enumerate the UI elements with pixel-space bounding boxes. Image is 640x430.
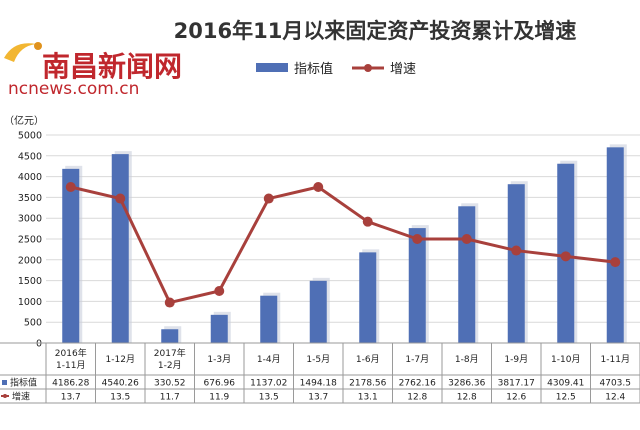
bar [161, 329, 179, 343]
table-bar-value: 3286.36 [448, 379, 485, 389]
x-category-label: 1-8月 [455, 354, 479, 365]
growth-point [461, 234, 472, 244]
x-category-label: 1-11月 [601, 354, 630, 365]
x-category-label: 2017年 [154, 347, 186, 359]
y-tick-label: 3000 [18, 214, 42, 225]
legend-line-marker [364, 64, 372, 72]
table-line-value: 12.6 [506, 393, 526, 403]
x-category-label: 1-7月 [405, 354, 429, 365]
y-tick-label: 4000 [18, 172, 42, 183]
growth-point [362, 216, 373, 227]
y-tick-label: 4500 [18, 151, 42, 162]
bar [359, 252, 377, 343]
x-category-label: 1-9月 [504, 354, 528, 365]
growth-line [70, 185, 616, 305]
table-row-label-line: 增速 [12, 391, 30, 403]
bar-shadows [65, 144, 627, 343]
x-category-label: 2016年 [55, 347, 87, 359]
table-bar-value: 2178.56 [349, 379, 386, 389]
x-category-label: 1-4月 [257, 354, 281, 365]
growth-point [65, 182, 76, 192]
logo-text: 南昌新闻网 [42, 50, 182, 83]
legend: 指标值 增速 [256, 61, 416, 77]
x-category-label: 1-12月 [106, 354, 135, 365]
chart-title: 2016年11月以来固定资产投资累计及增速 [174, 19, 577, 43]
table-bar-value: 330.52 [154, 379, 186, 389]
growth-point [560, 251, 571, 262]
table-line-value: 11.9 [209, 393, 229, 403]
x-category-label: 1-10月 [551, 354, 580, 365]
bars [62, 147, 624, 343]
y-tick-label: 2500 [18, 235, 42, 246]
bar [111, 154, 129, 343]
table-bar-value: 2762.16 [399, 379, 436, 389]
legend-bar-label: 指标值 [294, 61, 333, 77]
y-tick-label: 500 [24, 318, 42, 329]
bar [62, 168, 80, 343]
growth-point [263, 193, 274, 204]
table-line-value: 11.7 [160, 393, 180, 403]
y-tick-label: 2000 [18, 255, 42, 266]
table-bar-value: 3817.17 [498, 379, 535, 389]
legend-line-label: 增速 [390, 62, 416, 77]
growth-point [214, 286, 225, 296]
growth-point [164, 297, 175, 308]
growth-point [511, 245, 522, 256]
gridlines [46, 134, 640, 344]
y-tick-label: 1500 [18, 276, 42, 287]
legend-bar-swatch [256, 63, 288, 72]
table-bar-value: 4186.28 [52, 379, 89, 389]
bar [309, 280, 327, 343]
growth-point [412, 234, 423, 244]
table-line-value: 12.5 [556, 393, 576, 403]
bar [507, 184, 525, 343]
table-line-value: 12.4 [605, 393, 625, 403]
table-line-value: 12.8 [457, 393, 477, 403]
bar [458, 206, 476, 343]
logo: 南昌新闻网 ncnews.com.cn [4, 42, 182, 99]
y-tick-label: 0 [36, 339, 42, 350]
bar [606, 147, 624, 343]
table-line-value: 13.1 [358, 393, 378, 403]
growth-line-series [65, 182, 621, 308]
bar [408, 228, 426, 343]
y-tick-labels: 0 500 1000 1500 2000 2500 3000 3500 4000 4500 5000 [18, 131, 42, 350]
table-bar-value: 1137.02 [250, 379, 287, 389]
y-axis-unit: （亿元） [4, 114, 44, 127]
x-category-label: 1-5月 [306, 354, 330, 365]
y-tick-label: 5000 [18, 131, 42, 142]
x-category-label: 1-3月 [207, 354, 231, 365]
bar [210, 314, 228, 343]
logo-dot [34, 42, 42, 50]
logo-url: ncnews.com.cn [8, 79, 139, 99]
table-line-value: 13.7 [61, 393, 81, 403]
bar [260, 295, 278, 343]
x-category-label: 1-2月 [158, 360, 182, 371]
growth-point [115, 193, 126, 204]
x-category-label: 1-11月 [56, 360, 85, 371]
y-tick-label: 1000 [18, 297, 42, 308]
growth-point [610, 257, 621, 268]
table-bar-value: 4309.41 [547, 379, 584, 389]
x-category-label: 1-6月 [356, 354, 380, 365]
table-bar-value: 4540.26 [102, 379, 139, 389]
logo-swoosh [4, 43, 36, 62]
table-bar-value: 4703.5 [600, 379, 632, 389]
table-line-value: 13.7 [308, 393, 328, 403]
table-line-key-dot [3, 394, 7, 398]
table-bar-value: 1494.18 [300, 379, 337, 389]
table-bar-key [2, 380, 7, 385]
y-tick-label: 3500 [18, 193, 42, 204]
table-row-label-bar: 指标值 [10, 377, 37, 389]
table-line-value: 12.8 [407, 393, 427, 403]
table-line-value: 13.5 [110, 393, 130, 403]
growth-point [313, 182, 324, 192]
table-line-value: 13.5 [259, 393, 279, 403]
table-bar-value: 676.96 [204, 379, 236, 389]
